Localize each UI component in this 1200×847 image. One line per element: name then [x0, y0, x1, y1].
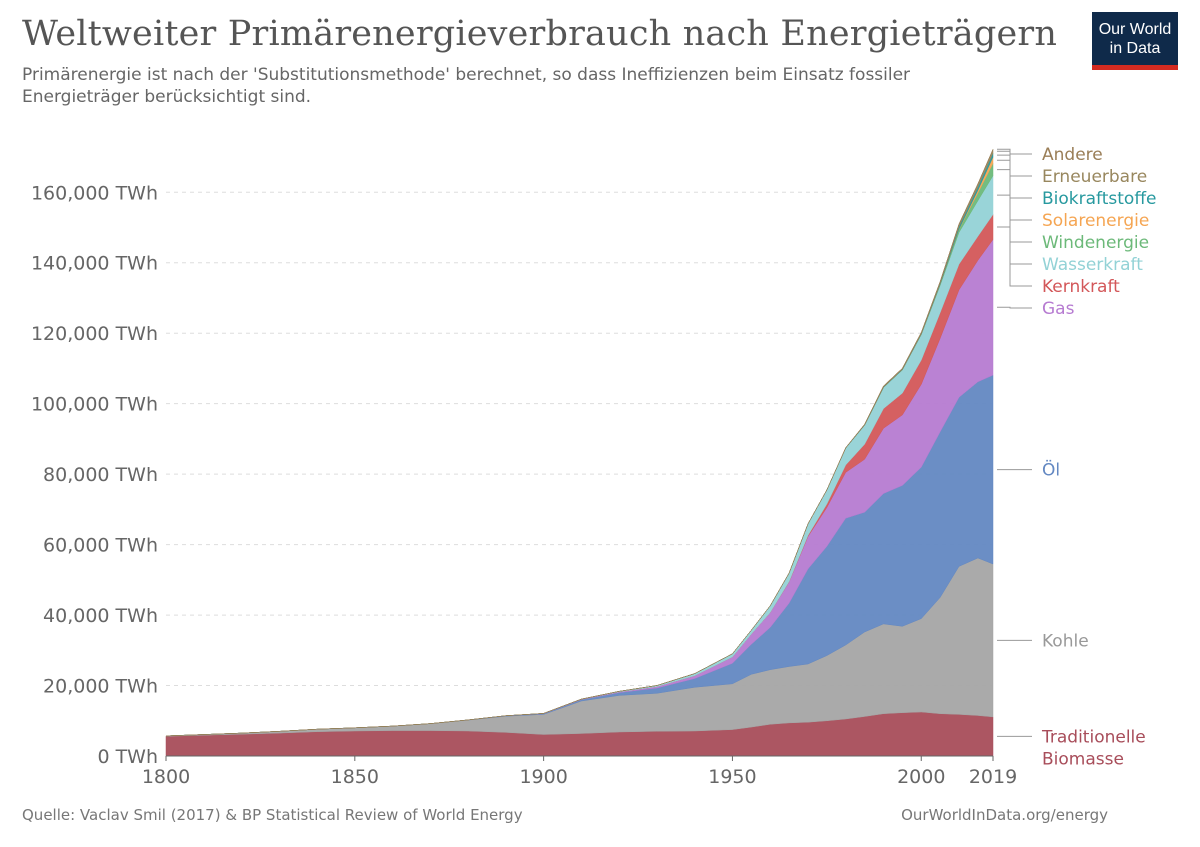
chart-title: Weltweiter Primärenergieverbrauch nach E… — [22, 14, 1058, 54]
series-label-windenergie: Windenergie — [1042, 233, 1149, 253]
y-tick-label: 120,000 TWh — [31, 323, 158, 345]
source-url[interactable]: OurWorldInData.org/energy — [901, 806, 1108, 824]
y-tick-label: 80,000 TWh — [43, 464, 158, 486]
series-label-kernkraft: Kernkraft — [1042, 277, 1120, 297]
x-tick-label: 1900 — [519, 766, 567, 788]
series-label-gas: Gas — [1042, 299, 1075, 319]
y-tick-label: 60,000 TWh — [43, 535, 158, 557]
legend-layer: AndereErneuerbareBiokraftstoffeSolarener… — [997, 145, 1156, 769]
x-tick-label: 1950 — [708, 766, 756, 788]
y-tick-label: 140,000 TWh — [31, 253, 158, 275]
label-leader-line — [997, 306, 1032, 309]
series-label-wasserkraft: Wasserkraft — [1042, 255, 1143, 275]
area-andere[interactable] — [165, 149, 994, 737]
axis-layer: 0 TWh 20,000 TWh 40,000 TWh 60,000 TWh 80,00… — [31, 182, 1017, 788]
logo-text-line1: Our World — [1098, 21, 1172, 38]
owid-logo[interactable]: Our World in Data — [1092, 12, 1178, 70]
y-tick-label: 0 TWh — [97, 746, 158, 768]
series-label-biokraftstoffe: Biokraftstoffe — [1042, 189, 1156, 209]
area-layer — [165, 149, 994, 757]
label-leader-line — [997, 154, 1032, 199]
y-tick-label: 40,000 TWh — [43, 605, 158, 627]
source-note: Quelle: Vaclav Smil (2017) & BP Statisti… — [22, 806, 523, 824]
series-label-kohle: Kohle — [1042, 631, 1089, 651]
label-leader-line — [997, 169, 1032, 243]
series-label-erneuerbare: Erneuerbare — [1042, 167, 1147, 187]
y-tick-label: 20,000 TWh — [43, 676, 158, 698]
label-leader-line — [997, 226, 1032, 287]
series-label-traditionelle-biomasse: Traditionelle — [1041, 727, 1146, 747]
series-label-solarenergie: Solarenergie — [1042, 211, 1149, 231]
y-tick-label: 160,000 TWh — [31, 182, 158, 204]
x-tick-label: 2019 — [969, 766, 1017, 788]
series-label-traditionelle-biomasse: Biomasse — [1042, 749, 1124, 769]
x-tick-label: 1850 — [331, 766, 379, 788]
series-label-oel: Öl — [1042, 459, 1060, 481]
x-tick-label: 1800 — [142, 766, 190, 788]
series-label-andere: Andere — [1042, 145, 1103, 165]
chart-subtitle: Primärenergie ist nach der 'Substitution… — [22, 65, 911, 107]
label-leader-line — [997, 194, 1032, 265]
logo-text-line2: in Data — [1109, 40, 1161, 57]
x-tick-label: 2000 — [897, 766, 945, 788]
y-tick-label: 100,000 TWh — [31, 394, 158, 416]
